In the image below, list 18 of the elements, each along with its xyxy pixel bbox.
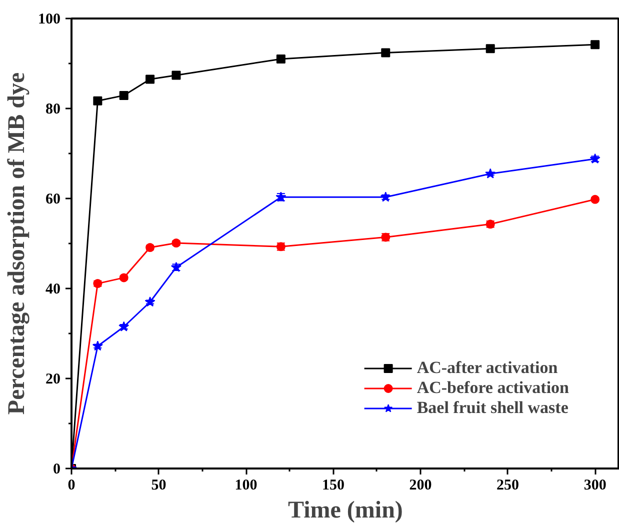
x-tick-label: 0 [68,478,76,494]
y-tick-label: 100 [38,12,60,28]
x-tick-label: 200 [409,478,432,494]
x-tick-label: 150 [322,478,345,494]
legend-label: Bael fruit shell waste [416,398,568,418]
x-tick-label: 300 [584,478,606,494]
x-tick-label: 100 [234,478,258,494]
x-tick-label: 50 [151,478,166,494]
y-axis-title: Percentage adsorption of MB dye [4,72,30,415]
y-tick-label: 40 [46,282,60,298]
y-tick-label: 0 [53,462,60,478]
y-tick-label: 60 [46,192,60,208]
y-tick-label: 20 [46,372,60,388]
x-axis-title: Time (min) [288,498,403,524]
legend-label: AC-after activation [416,358,558,378]
y-tick-label: 80 [46,102,60,118]
legend-label: AC-before activation [416,378,569,398]
x-tick-label: 250 [496,478,520,494]
